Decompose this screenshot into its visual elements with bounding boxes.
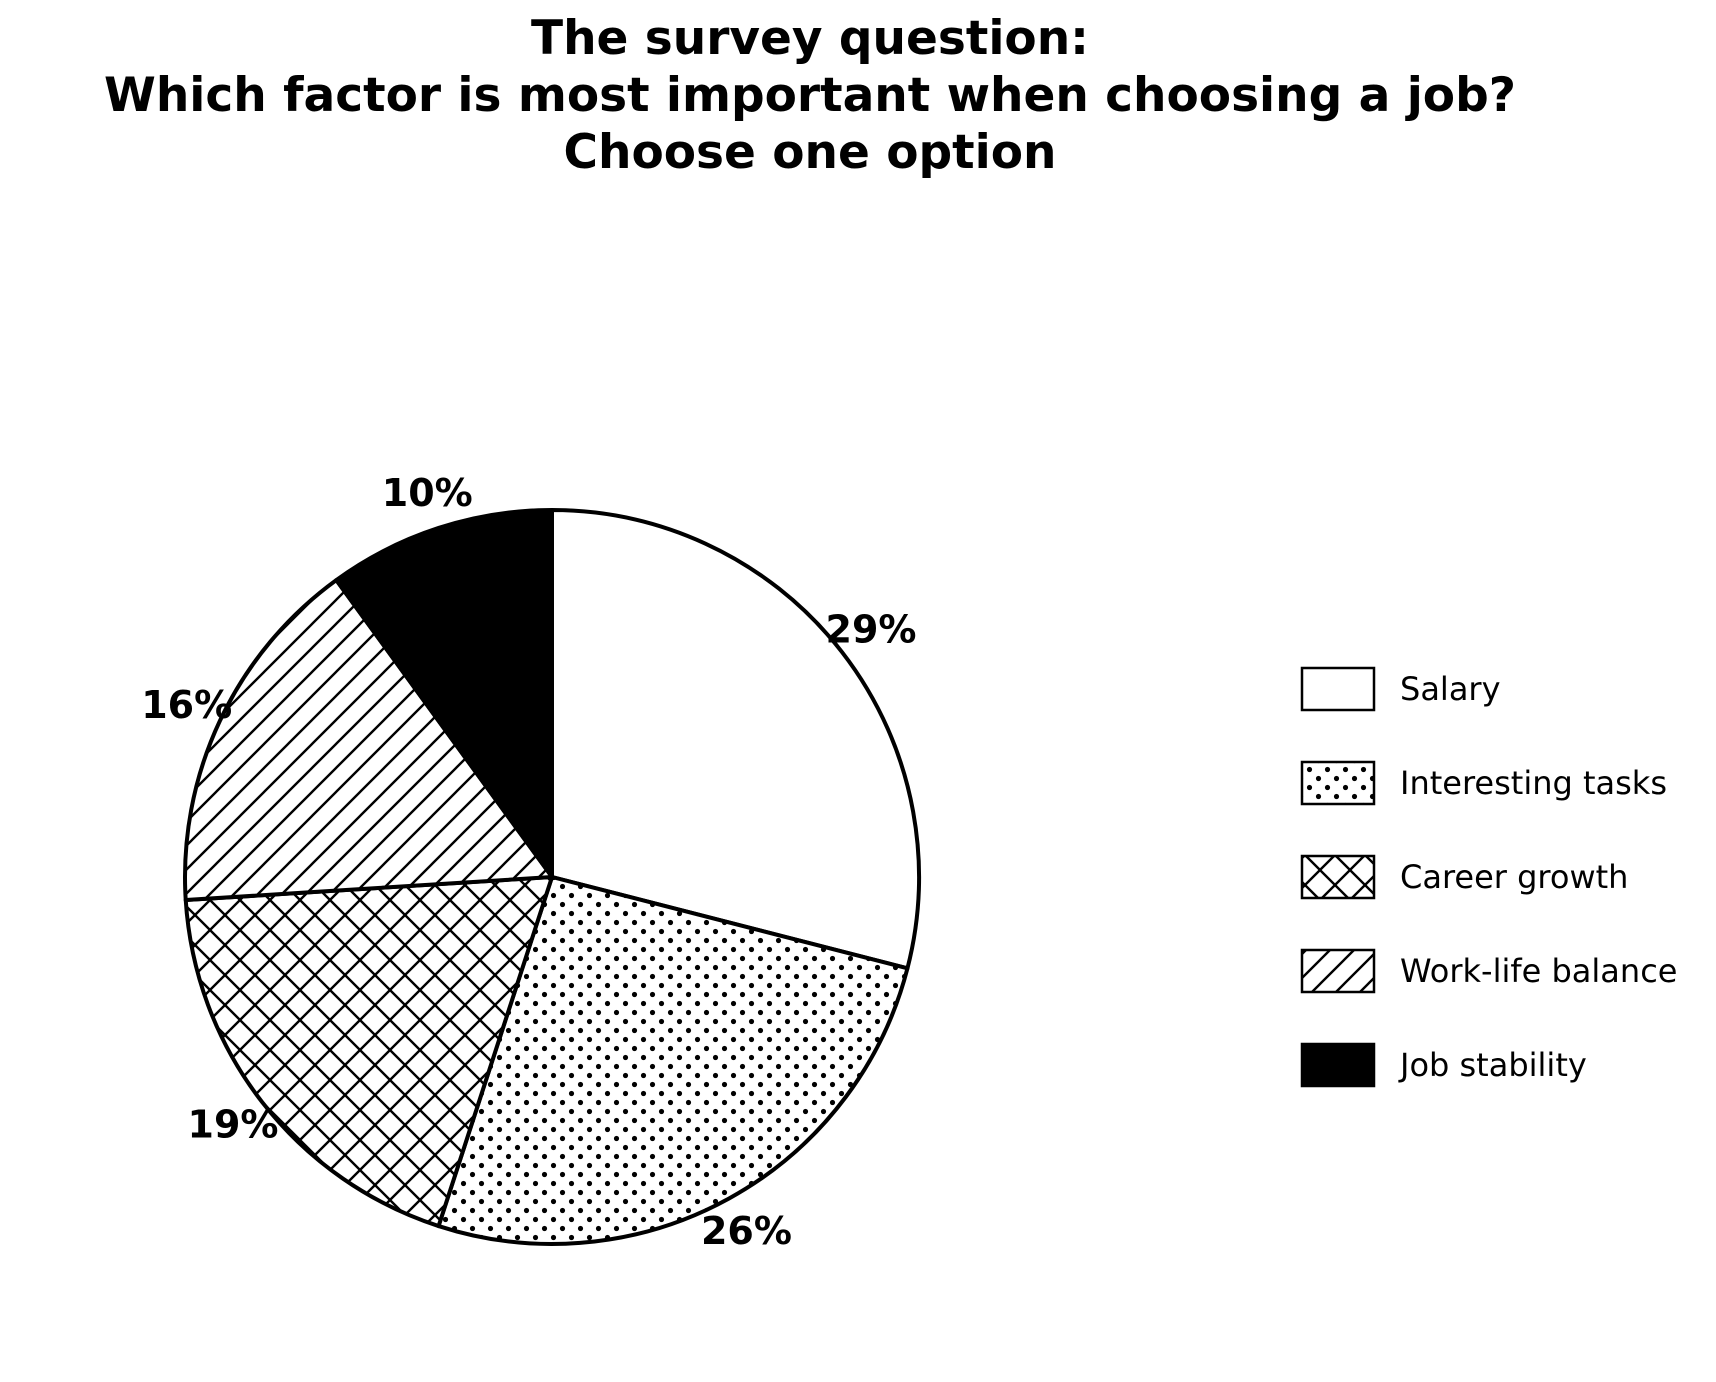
legend-swatch-career-growth	[1300, 854, 1376, 900]
slice-label-salary: 29%	[826, 608, 917, 652]
title-line-3: Choose one option	[563, 125, 1057, 180]
title-line-1: The survey question:	[531, 11, 1089, 66]
pie-slice-interesting-tasks	[436, 875, 910, 1246]
slice-label-job-stability: 10%	[382, 471, 473, 515]
pie-slice-job-stability	[334, 508, 554, 879]
legend-label-job-stability: Job stability	[1398, 1046, 1587, 1084]
slice-labels: 29% 26% 19% 16% 10%	[141, 471, 916, 1253]
title-line-2: Which factor is most important when choo…	[103, 68, 1517, 123]
legend-swatch-interesting-tasks	[1300, 760, 1376, 806]
pie-slice-career-growth	[183, 875, 554, 1229]
pie-slice-work-life-balance	[183, 578, 554, 903]
slice-label-work-life-balance: 16%	[141, 683, 232, 727]
legend-swatch-work-life-balance	[1300, 948, 1376, 994]
slice-label-interesting-tasks: 26%	[701, 1209, 792, 1253]
pie-slice-salary	[550, 508, 921, 971]
legend-label-interesting-tasks: Interesting tasks	[1400, 764, 1667, 802]
legend-label-work-life-balance: Work-life balance	[1400, 952, 1677, 990]
pie-slices	[183, 508, 921, 1246]
legend-swatch-salary	[1300, 666, 1376, 712]
chart-title: The survey question: Which factor is mos…	[0, 10, 1620, 181]
legend-label-salary: Salary	[1400, 670, 1501, 708]
legend-swatch-job-stability	[1300, 1042, 1376, 1088]
legend-label-career-growth: Career growth	[1400, 858, 1628, 896]
legend: Salary Interesting tasks Career growth Work…	[1300, 666, 1677, 1088]
slice-label-career-growth: 19%	[188, 1102, 279, 1146]
